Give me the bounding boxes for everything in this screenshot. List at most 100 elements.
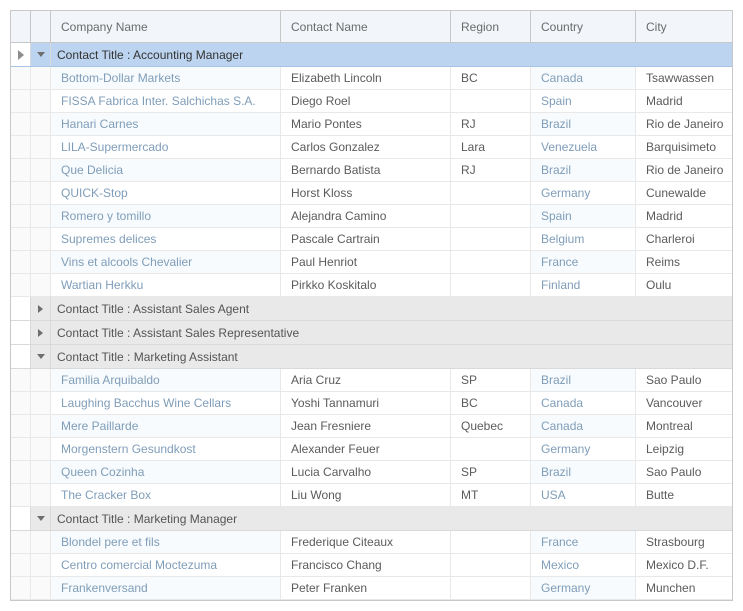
city-cell: Oulu	[636, 274, 732, 296]
chevron-right-icon	[38, 305, 43, 313]
table-row[interactable]: Bottom-Dollar MarketsElizabeth LincolnBC…	[11, 67, 732, 90]
region-cell: MT	[451, 484, 531, 506]
table-row[interactable]: Morgenstern GesundkostAlexander Feuer Ger…	[11, 438, 732, 461]
country-cell: USA	[531, 484, 636, 506]
row-indicator-cell	[11, 228, 31, 250]
row-indicator-cell	[11, 297, 31, 320]
company-cell: LILA-Supermercado	[51, 136, 281, 158]
contact-cell: Jean Fresniere	[281, 415, 451, 437]
row-indicator-cell	[11, 554, 31, 576]
chevron-right-icon	[38, 329, 43, 337]
row-indicator-cell	[11, 577, 31, 599]
table-row[interactable]: Mere PaillardeJean FresniereQuebecCanada…	[11, 415, 732, 438]
region-cell: SP	[451, 461, 531, 483]
row-indicator-cell	[11, 67, 31, 89]
table-row[interactable]: Queen CozinhaLucia CarvalhoSPBrazilSao P…	[11, 461, 732, 484]
group-row[interactable]: Contact Title : Accounting Manager	[11, 43, 732, 67]
group-row[interactable]: Contact Title : Assistant Sales Represen…	[11, 321, 732, 345]
region-cell	[451, 205, 531, 227]
row-indicator-header	[11, 11, 31, 42]
group-expand-button[interactable]	[31, 345, 51, 368]
table-row[interactable]: Supremes delicesPascale CartrainBelgiumC…	[11, 228, 732, 251]
row-indicator-cell	[11, 159, 31, 181]
chevron-down-icon	[37, 516, 45, 521]
row-indicator-cell	[11, 484, 31, 506]
row-group-spacer	[31, 577, 51, 599]
city-cell: Rio de Janeiro	[636, 113, 732, 135]
group-expand-button[interactable]	[31, 507, 51, 530]
company-cell: Romero y tomillo	[51, 205, 281, 227]
group-row[interactable]: Contact Title : Assistant Sales Agent	[11, 297, 732, 321]
region-cell	[451, 228, 531, 250]
contact-cell: Lucia Carvalho	[281, 461, 451, 483]
table-row[interactable]: QUICK-StopHorst KlossGermanyCunewalde	[11, 182, 732, 205]
table-row[interactable]: Vins et alcools ChevalierPaul HenriotFra…	[11, 251, 732, 274]
region-header[interactable]: Region	[451, 11, 531, 42]
country-cell: Canada	[531, 67, 636, 89]
contact-cell: Alexander Feuer	[281, 438, 451, 460]
company-header[interactable]: Company Name	[51, 11, 281, 42]
row-indicator-cell	[11, 90, 31, 112]
company-cell: Bottom-Dollar Markets	[51, 67, 281, 89]
row-group-spacer	[31, 531, 51, 553]
table-row[interactable]: Familia ArquibaldoAria CruzSPBrazilSao P…	[11, 369, 732, 392]
city-cell: Tsawwassen	[636, 67, 732, 89]
region-cell	[451, 251, 531, 273]
group-row[interactable]: Contact Title : Marketing Manager	[11, 507, 732, 531]
city-cell: Butte	[636, 484, 732, 506]
company-cell: Familia Arquibaldo	[51, 369, 281, 391]
row-indicator-cell	[11, 415, 31, 437]
row-indicator-cell	[11, 507, 31, 530]
country-cell: Germany	[531, 438, 636, 460]
group-expand-button[interactable]	[31, 321, 51, 344]
row-group-spacer	[31, 415, 51, 437]
company-cell: Que Delicia	[51, 159, 281, 181]
row-indicator-cell	[11, 321, 31, 344]
row-group-spacer	[31, 369, 51, 391]
city-cell: Madrid	[636, 205, 732, 227]
country-cell: France	[531, 251, 636, 273]
row-indicator-cell	[11, 251, 31, 273]
table-row[interactable]: Romero y tomilloAlejandra CaminoSpainMad…	[11, 205, 732, 228]
row-indicator-cell	[11, 438, 31, 460]
table-row[interactable]: LILA-SupermercadoCarlos GonzalezLaraVene…	[11, 136, 732, 159]
country-cell: Germany	[531, 577, 636, 599]
table-row[interactable]: Laughing Bacchus Wine CellarsYoshi Tanna…	[11, 392, 732, 415]
table-row[interactable]: Hanari CarnesMario PontesRJBrazilRio de …	[11, 113, 732, 136]
table-row[interactable]: FISSA Fabrica Inter. Salchichas S.A.Dieg…	[11, 90, 732, 113]
table-row[interactable]: The Cracker BoxLiu WongMTUSAButte	[11, 484, 732, 507]
contact-cell: Diego Roel	[281, 90, 451, 112]
city-cell: Sao Paulo	[636, 461, 732, 483]
city-cell: Reims	[636, 251, 732, 273]
row-indicator-cell	[11, 369, 31, 391]
city-cell: Sao Paulo	[636, 369, 732, 391]
table-row[interactable]: Blondel pere et filsFrederique CiteauxFr…	[11, 531, 732, 554]
row-group-spacer	[31, 438, 51, 460]
region-cell: RJ	[451, 113, 531, 135]
group-row[interactable]: Contact Title : Marketing Assistant	[11, 345, 732, 369]
contact-header[interactable]: Contact Name	[281, 11, 451, 42]
group-expand-button[interactable]	[31, 297, 51, 320]
country-header[interactable]: Country	[531, 11, 636, 42]
company-cell: Morgenstern Gesundkost	[51, 438, 281, 460]
table-row[interactable]: Centro comercial MoctezumaFrancisco Chan…	[11, 554, 732, 577]
country-cell: Finland	[531, 274, 636, 296]
row-group-spacer	[31, 392, 51, 414]
row-indicator-cell	[11, 461, 31, 483]
row-group-spacer	[31, 554, 51, 576]
row-indicator-cell	[11, 113, 31, 135]
expand-column-header	[31, 11, 51, 42]
contact-cell: Liu Wong	[281, 484, 451, 506]
table-row[interactable]: Wartian HerkkuPirkko KoskitaloFinlandOul…	[11, 274, 732, 297]
row-group-spacer	[31, 228, 51, 250]
group-expand-button[interactable]	[31, 43, 51, 66]
row-indicator-icon	[18, 50, 24, 60]
table-row[interactable]: Que DeliciaBernardo BatistaRJBrazilRio d…	[11, 159, 732, 182]
city-header[interactable]: City	[636, 11, 732, 42]
row-group-spacer	[31, 251, 51, 273]
table-row[interactable]: FrankenversandPeter FrankenGermanyMunche…	[11, 577, 732, 600]
row-indicator-cell	[11, 392, 31, 414]
region-cell: SP	[451, 369, 531, 391]
contact-cell: Aria Cruz	[281, 369, 451, 391]
group-title: Contact Title : Marketing Assistant	[51, 350, 732, 364]
